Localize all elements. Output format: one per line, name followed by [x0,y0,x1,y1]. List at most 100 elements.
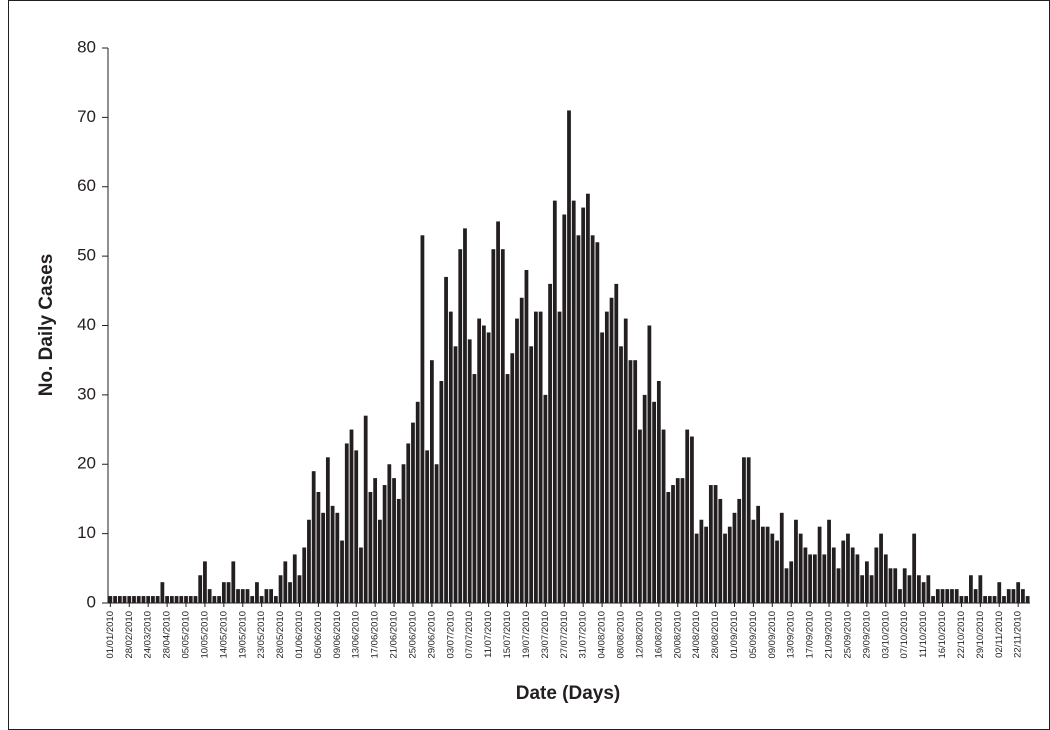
bar [950,589,954,603]
bar [609,297,614,603]
x-tick-label: 11/07/2010 [483,611,494,658]
bar [855,554,860,603]
bar [117,596,122,603]
x-tick-label: 05/09/2010 [748,611,759,659]
bar [269,589,274,603]
bar [846,533,850,603]
bar [940,589,945,603]
bar [548,283,552,603]
x-tick-label: 05/06/2010 [313,611,324,659]
bar [704,526,709,603]
bar [921,582,926,603]
bar [883,554,888,603]
x-tick-label: 28/05/2010 [275,611,286,659]
bar [453,346,458,603]
x-tick-label: 28/04/2010 [162,611,173,659]
bar [978,575,983,603]
bar [425,450,430,603]
bar [302,547,307,603]
bar [297,575,302,603]
bar [916,575,921,603]
bar [973,589,978,603]
x-tick-label: 12/08/2010 [634,611,645,659]
x-tick-label: 03/10/2010 [880,611,891,659]
bar [964,596,969,603]
x-tick-label: 10/05/2010 [199,611,210,659]
bar [292,554,297,603]
bar [207,589,212,603]
bar [444,276,448,603]
x-tick-label: 02/11/2010 [994,611,1005,658]
bar [519,297,524,603]
y-tick-label: 20 [77,454,96,473]
bar [188,596,193,603]
bar [945,589,950,603]
bar [987,596,992,603]
bar [874,547,879,603]
x-tick-label: 23/05/2010 [256,611,267,659]
x-tick-label: 21/06/2010 [389,611,400,659]
bar [907,575,912,603]
bar [760,526,765,603]
bar [278,575,283,603]
x-tick-label: 28/02/2010 [124,611,135,659]
x-tick-label: 01/09/2010 [729,611,740,659]
bar [316,492,321,603]
bar [463,228,467,603]
bar [633,360,638,603]
bar [411,422,415,603]
x-tick-label: 03/07/2010 [445,611,456,659]
bar [902,568,907,603]
bar [496,221,500,603]
bar [330,505,335,603]
bar [1002,596,1006,603]
bar [127,596,132,603]
bar [997,582,1002,603]
bar [515,318,519,603]
bar [212,596,217,603]
bar [1021,589,1025,603]
bar [349,429,354,603]
bar [926,575,931,603]
bar [429,360,434,603]
bar [666,492,671,603]
y-tick-label: 50 [77,246,96,265]
bar [898,589,902,603]
bar [581,207,586,603]
x-tick-label: 31/07/2010 [578,611,589,659]
bar [368,492,373,603]
bar [756,505,761,603]
bar [132,596,136,603]
bar [789,561,794,603]
bar [359,547,363,603]
x-tick-label: 14/05/2010 [218,611,229,659]
y-tick-label: 40 [77,315,96,334]
x-tick-label: 28/08/2010 [710,611,721,659]
bar [959,596,964,603]
bar [363,415,368,603]
bar [146,596,151,603]
x-tick-label: 29/09/2010 [861,611,872,659]
bar [723,533,727,603]
bar [486,332,491,603]
bar [406,443,411,603]
bar [311,471,316,603]
bar [619,346,623,603]
bar [661,429,666,603]
bar [893,568,898,603]
bar [264,589,269,603]
bar [283,561,288,603]
bar [718,498,723,603]
bar [250,596,255,603]
x-tick-label: 19/05/2010 [237,611,248,659]
x-tick-label: 24/03/2010 [143,611,154,659]
bar [245,589,250,603]
bar [505,374,510,603]
bar [354,450,359,603]
x-tick-label: 07/10/2010 [899,611,910,659]
bar [491,249,496,603]
bar [184,596,188,603]
bar [226,582,231,603]
bar [325,457,330,603]
